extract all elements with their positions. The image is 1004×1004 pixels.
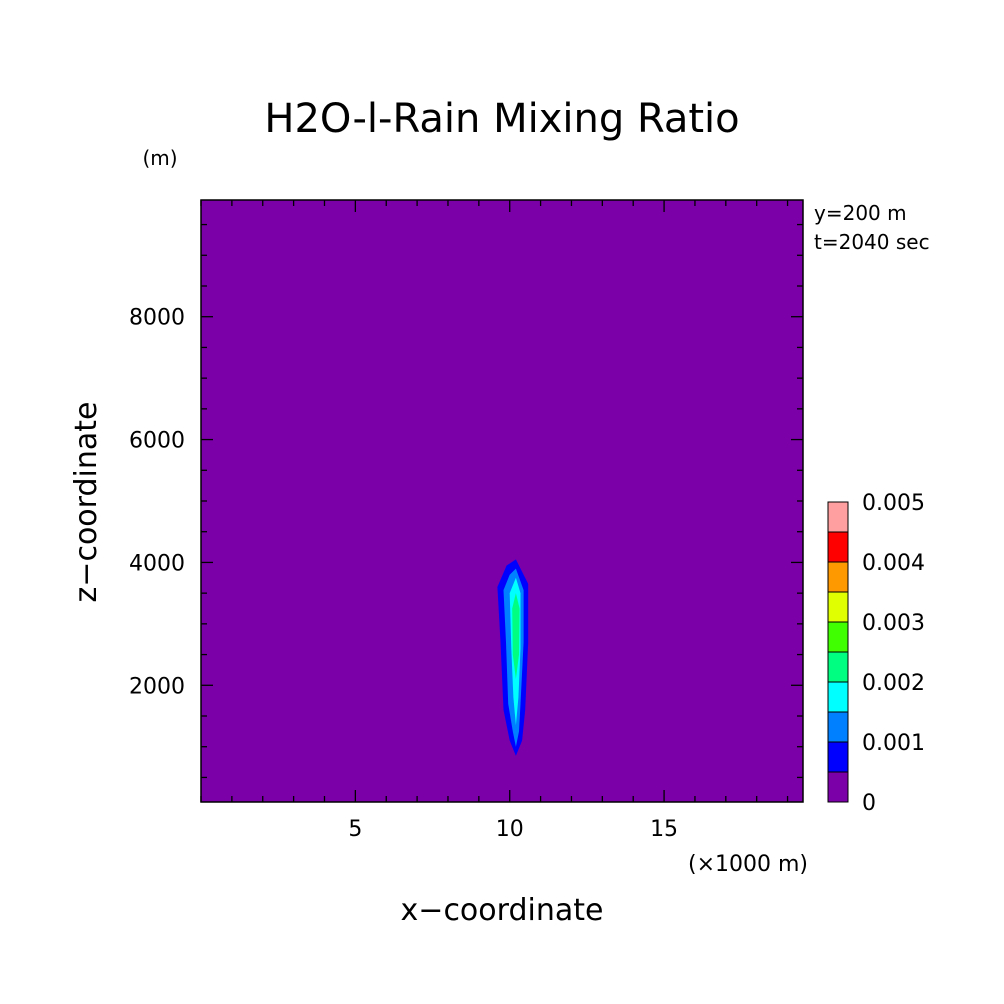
x-tick-label: 15 [650,817,678,842]
colorbar-label: 0.002 [862,671,925,696]
plot-frame [200,199,804,803]
colorbar-label: 0.004 [862,551,925,576]
y-tick-label: 2000 [129,674,185,699]
colorbar-label: 0 [862,791,876,816]
x-tick-label: 10 [496,817,524,842]
colorbar: 0 0.001 0.002 0.003 0.004 0.005 [827,491,925,816]
colorbar-swatch [827,771,849,803]
contour-fills [497,559,529,756]
colorbar-swatch [827,651,849,683]
colorbar-label: 0.001 [862,731,925,756]
plot-area [200,199,804,803]
annotation-t: t=2040 sec [814,230,930,254]
colorbar-swatch [827,501,849,533]
colorbar-swatch [827,531,849,563]
colorbar-swatch [827,741,849,773]
axis-ticks [200,200,803,802]
colorbar-swatch [827,621,849,653]
colorbar-label: 0.005 [862,491,925,516]
colorbar-swatch [827,561,849,593]
x-tick-label: 5 [348,817,362,842]
y-tick-label: 6000 [129,429,185,454]
colorbar-swatch [827,591,849,623]
x-tick-labels: 5 10 15 [348,817,678,842]
x-unit-label: (×1000 m) [688,852,808,877]
y-tick-label: 8000 [129,306,185,331]
colorbar-swatch [827,711,849,743]
chart-title: H2O-l-Rain Mixing Ratio [264,96,739,142]
y-unit-label: (m) [142,146,177,170]
y-tick-label: 4000 [129,551,185,576]
y-axis-label: z−coordinate [69,402,104,603]
y-tick-labels: 2000 4000 6000 8000 [129,306,185,700]
plot-background [201,200,803,802]
annotation-y: y=200 m [814,201,907,225]
contour-region-4 [512,593,520,680]
colorbar-label: 0.003 [862,611,925,636]
colorbar-swatch [827,681,849,713]
x-axis-label: x−coordinate [401,893,604,928]
